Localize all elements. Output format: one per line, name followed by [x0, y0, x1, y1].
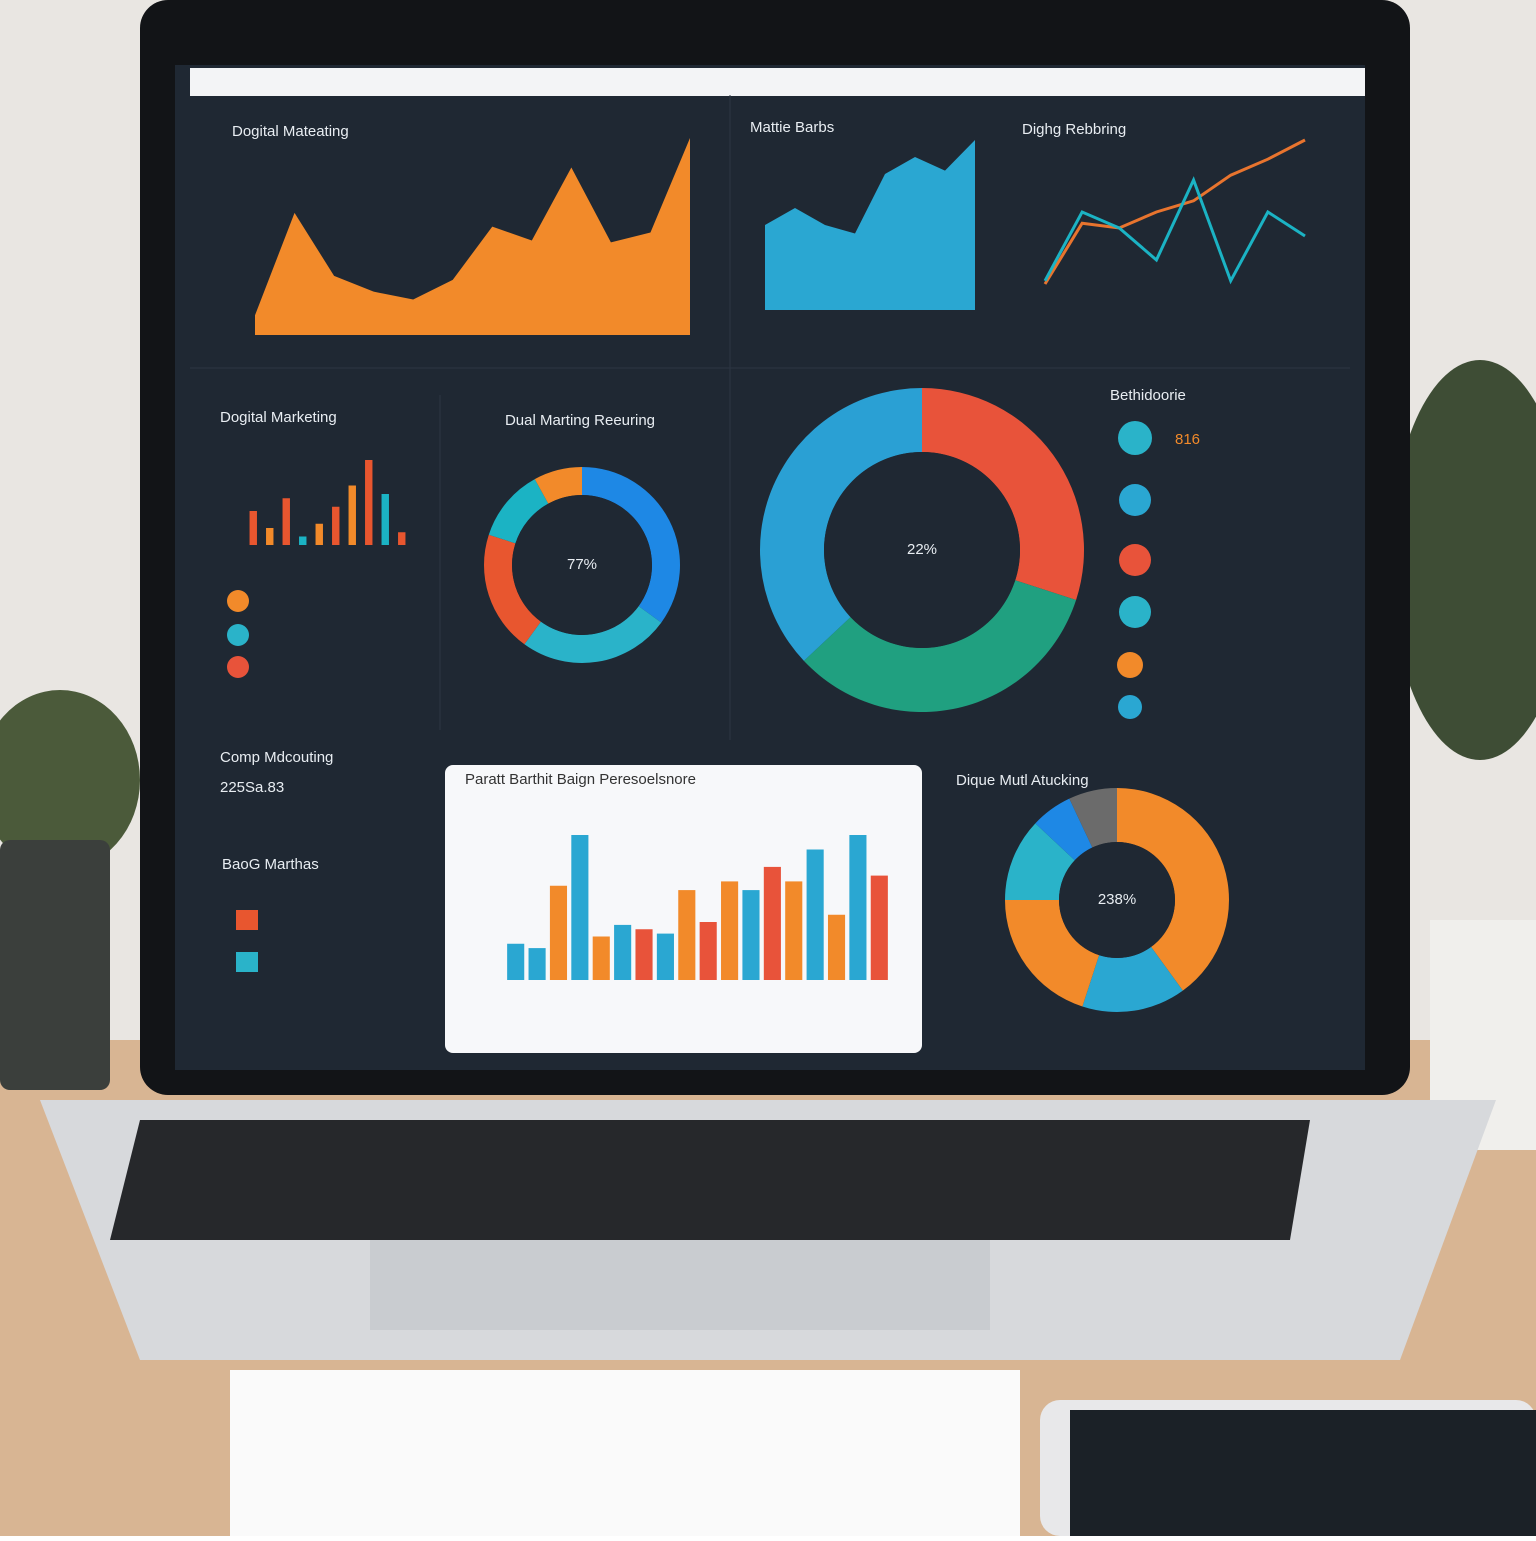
stat-value: 816: [1175, 431, 1200, 448]
panel-title: Dogital Marketing: [220, 409, 337, 426]
status-dot: [1119, 484, 1151, 516]
trackpad: [370, 1240, 990, 1330]
bar: [870, 875, 888, 980]
status-dot: [227, 590, 249, 612]
panel-title: Dique Mutl Atucking: [956, 772, 1089, 789]
donut-center: 22%: [907, 541, 937, 558]
bar: [299, 536, 307, 545]
bar: [571, 835, 589, 980]
donut-segment: [1082, 946, 1183, 1012]
paper: [230, 1370, 1020, 1536]
bar: [282, 498, 290, 545]
bar: [365, 460, 373, 545]
line: [1043, 138, 1306, 285]
bar: [614, 924, 632, 980]
donut-segment: [524, 606, 662, 663]
bar: [398, 532, 406, 545]
area: [255, 138, 690, 335]
plant-left: [0, 690, 140, 870]
donut-hole: [824, 452, 1020, 648]
status-list: [227, 421, 1152, 972]
status-dot: [1119, 544, 1151, 576]
stat-value: 225Sa.83: [220, 779, 284, 796]
donut-segment: [483, 534, 541, 645]
bar: [827, 914, 846, 980]
donut-center: 238%: [1098, 891, 1136, 908]
plant-right: [1390, 360, 1536, 760]
line: [1043, 176, 1306, 285]
bar: [656, 933, 674, 980]
status-dot: [1118, 695, 1142, 719]
donut-segment: [488, 479, 549, 544]
donut-segment: [534, 467, 582, 504]
donut-segment: [1035, 798, 1093, 861]
bar: [249, 511, 257, 545]
bar: [507, 943, 525, 980]
bar: [592, 936, 610, 980]
bar: [549, 885, 568, 980]
bar: [315, 523, 323, 545]
legend-swatch: [236, 910, 258, 930]
pot-left: [0, 840, 110, 1090]
donut-hole: [512, 495, 652, 635]
status-dot: [1117, 652, 1143, 678]
panel-title: Dighg Rebbring: [1022, 121, 1126, 138]
donut-hole: [1059, 842, 1175, 958]
donut-segment: [1117, 788, 1230, 991]
status-dot: [1118, 421, 1152, 455]
bar: [528, 948, 546, 980]
donut-segment: [922, 388, 1084, 601]
panel-title: Bethidoorie: [1110, 387, 1186, 404]
donut-center: 77%: [567, 556, 597, 573]
bar: [266, 528, 274, 545]
bar: [763, 866, 781, 980]
donut-segment: [1005, 823, 1075, 900]
bar: [742, 890, 760, 980]
donut-segment: [582, 467, 680, 623]
browser-bar: [190, 68, 1365, 96]
status-dot: [227, 624, 249, 646]
donut-segment: [803, 580, 1077, 712]
area: [765, 140, 975, 310]
card-title: Paratt Barthit Baign Peresoelsnore: [465, 771, 696, 788]
panel-title: Dogital Mateating: [232, 123, 349, 140]
bar: [849, 835, 867, 980]
panel-title: Comp Mdcouting: [220, 749, 333, 766]
bar: [678, 890, 696, 980]
bar: [721, 881, 739, 980]
status-dot: [227, 656, 249, 678]
status-dot: [1119, 596, 1151, 628]
bar: [699, 922, 717, 980]
donut-segment: [1069, 788, 1117, 848]
bar: [381, 494, 389, 545]
bar: [806, 849, 824, 980]
phone-screen: [1070, 1410, 1536, 1536]
donut-segment: [760, 388, 922, 661]
keyboard: [110, 1120, 1310, 1240]
legend-swatch: [236, 952, 258, 972]
bar: [635, 929, 653, 980]
panel-title: Dual Marting Reeuring: [505, 412, 655, 429]
panel-title: Mattie Barbs: [750, 119, 834, 136]
donut-segment: [1005, 900, 1100, 1007]
bar: [785, 881, 803, 980]
panel-subtitle: BaoG Marthas: [222, 856, 319, 873]
bar: [348, 485, 356, 545]
bar: [332, 506, 340, 545]
